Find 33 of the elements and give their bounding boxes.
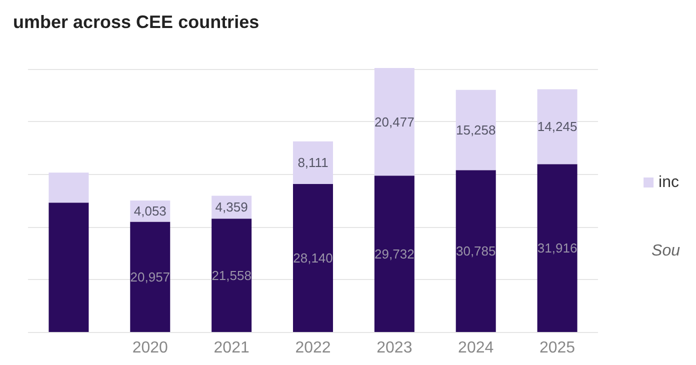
chart-title: umber across CEE countries [13,12,260,32]
data-label: 4,053 [134,204,166,219]
data-label: 30,785 [456,244,496,259]
bar [537,89,578,164]
bar [212,218,252,332]
bar [456,90,496,170]
data-label: 8,111 [298,155,328,170]
data-label: 14,245 [537,119,578,134]
bar [293,184,333,332]
legend-label: inc [658,174,679,191]
data-label: 20,477 [374,114,414,130]
data-label: 21,558 [212,268,252,283]
x-tick-label: 2020 [132,340,168,356]
bar [48,202,89,332]
data-label: 31,916 [537,240,578,256]
bar [48,172,89,203]
bar [374,176,414,332]
bar [537,164,578,332]
x-tick-label: 2024 [458,340,494,356]
bar [293,141,333,184]
text: Sou [652,242,680,260]
x-tick-label: 2025 [539,340,576,356]
data-label: 4,359 [215,200,248,215]
data-label: 20,957 [130,269,170,284]
data-label: 28,140 [293,250,333,266]
bar [130,222,170,332]
data-label: 29,732 [374,246,414,262]
x-tick-label: 2021 [214,340,250,356]
bar [374,68,414,176]
x-tick-label: 2022 [295,340,331,356]
bar [456,170,496,332]
data-label: 15,258 [456,122,496,138]
x-tick-label: 2023 [376,340,412,356]
